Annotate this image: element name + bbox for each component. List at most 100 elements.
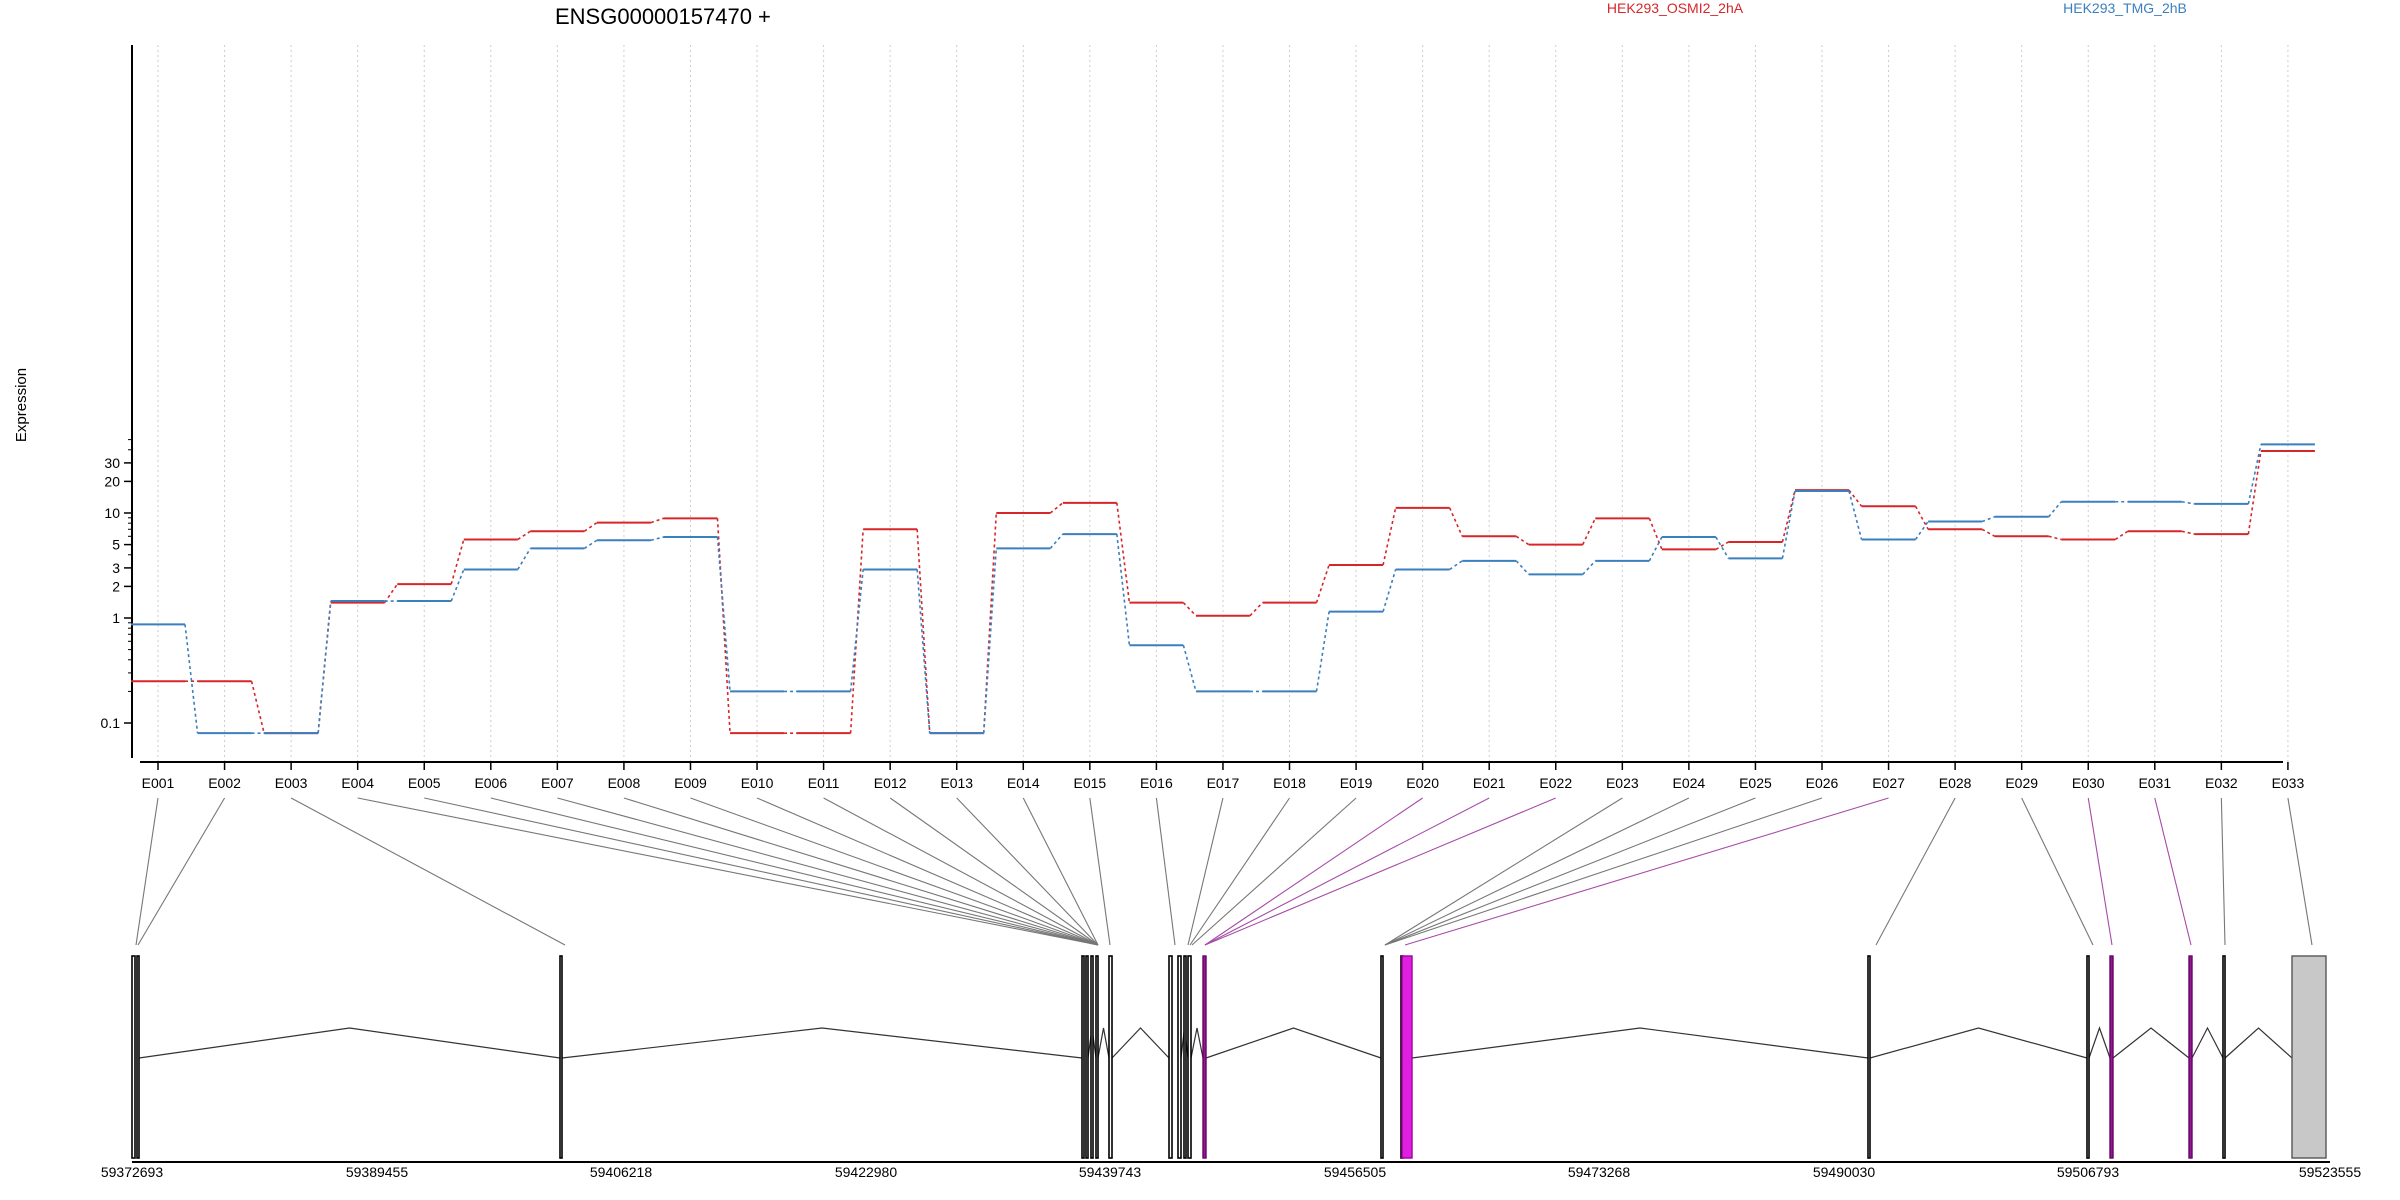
x-tick-label-E007: E007 xyxy=(541,775,574,791)
connector-E001 xyxy=(135,797,159,946)
connector-E024 xyxy=(1384,797,1690,946)
gene-model: 59372693 59389455 59406218 59422980 59439743… xyxy=(101,955,2362,1180)
series-2-connector xyxy=(1382,569,1397,612)
x-tick-label-E012: E012 xyxy=(874,775,907,791)
chart-title: ENSG00000157470 + xyxy=(555,4,771,29)
series-1-connector xyxy=(650,517,664,524)
y-tick-label: 1 xyxy=(112,610,120,626)
coordinate-label: 59389455 xyxy=(346,1164,409,1180)
connector-E023 xyxy=(1384,797,1623,946)
x-tick-label-E026: E026 xyxy=(1806,775,1839,791)
x-tick-label-E002: E002 xyxy=(208,775,241,791)
y-tick-label: 20 xyxy=(104,473,120,489)
series-1-connector xyxy=(1448,507,1463,537)
intron xyxy=(2191,1026,2224,1059)
connector-E010 xyxy=(756,797,1099,946)
intron xyxy=(1205,1027,1382,1059)
x-tick-label-E014: E014 xyxy=(1007,775,1040,791)
intron xyxy=(2112,1027,2190,1059)
series-1-connector xyxy=(1116,502,1131,603)
intron xyxy=(561,1027,1083,1059)
connector-E002 xyxy=(137,797,226,946)
x-tick-label-E023: E023 xyxy=(1606,775,1639,791)
series-1 xyxy=(131,449,2315,735)
series-2-connector xyxy=(1914,521,1929,540)
connector-E003 xyxy=(290,797,566,946)
x-tick-label-E029: E029 xyxy=(2005,775,2038,791)
intron xyxy=(1097,1027,1110,1059)
series-2-connector xyxy=(1515,560,1530,575)
series-2-connector xyxy=(1315,611,1330,692)
intron xyxy=(1411,1027,1869,1059)
series-1-connector xyxy=(1582,517,1597,545)
series-1-connector xyxy=(517,530,531,541)
intron xyxy=(2224,1027,2293,1059)
connector-E025 xyxy=(1384,797,1756,946)
connector-E021 xyxy=(1204,797,1490,946)
series-2-connector xyxy=(716,536,731,692)
series-2-connector xyxy=(2247,444,2262,505)
series-1-connector xyxy=(1049,502,1064,514)
exon-block xyxy=(136,955,140,1159)
legend: HEK293_OSMI2_2hA HEK293_TMG_2hB xyxy=(1607,0,2187,16)
connector-E017 xyxy=(1187,797,1224,946)
x-tick-label-E003: E003 xyxy=(275,775,308,791)
series-2-connector xyxy=(849,569,864,692)
x-tick-label-E020: E020 xyxy=(1406,775,1439,791)
series-1-connector xyxy=(583,521,598,532)
series-1-connector xyxy=(1715,541,1729,551)
series-1-connector xyxy=(2048,535,2062,541)
series-2-connector xyxy=(1648,536,1663,562)
x-tick-label-E018: E018 xyxy=(1273,775,1306,791)
connector-E030 xyxy=(2087,797,2113,946)
connector-E008 xyxy=(623,797,1099,946)
axes: 0.1 1 2 3 5 10 20 30 E001 E002 E003 E004 E005 E006 E00… xyxy=(101,45,2304,791)
exon-block xyxy=(1090,955,1094,1159)
coordinate-label: 59422980 xyxy=(835,1164,898,1180)
x-tick-label-E024: E024 xyxy=(1673,775,1706,791)
connector-E016 xyxy=(1155,797,1176,946)
connector-E012 xyxy=(889,797,1099,946)
exon-block-highlight xyxy=(1401,955,1413,1159)
coordinate-label: 59490030 xyxy=(1813,1164,1876,1180)
y-tick-label: 30 xyxy=(104,455,120,471)
exon-block xyxy=(2086,955,2090,1159)
series-1-connector xyxy=(1315,564,1330,603)
series-2-connector xyxy=(1182,645,1197,692)
series-1-connector xyxy=(982,512,998,734)
connector-E033 xyxy=(2287,797,2313,946)
coordinate-label: 59523555 xyxy=(2299,1164,2362,1180)
connector-E011 xyxy=(823,797,1099,946)
connector-E029 xyxy=(2021,797,2094,946)
x-tick-label-E001: E001 xyxy=(142,775,175,791)
series-1-connector xyxy=(1382,507,1397,566)
series-1-connector xyxy=(450,539,465,585)
series-1-connector xyxy=(2114,530,2129,541)
series-2-connector xyxy=(1582,560,1596,575)
x-tick-label-E019: E019 xyxy=(1340,775,1373,791)
intron xyxy=(1190,1027,1204,1059)
series-1-connector xyxy=(1182,602,1197,617)
x-tick-label-E031: E031 xyxy=(2138,775,2171,791)
series-1-connector xyxy=(1648,518,1663,550)
exon-block xyxy=(1380,955,1384,1159)
connector-E032 xyxy=(2220,797,2226,946)
connector-E013 xyxy=(956,797,1099,946)
series-1-connector xyxy=(916,529,931,734)
series-2-connector xyxy=(184,624,199,734)
legend-label-2: HEK293_TMG_2hB xyxy=(2063,0,2187,16)
connector-E009 xyxy=(690,797,1099,946)
y-tick-label: 3 xyxy=(112,560,120,576)
y-tick-label: 5 xyxy=(112,537,120,553)
intron xyxy=(2088,1026,2111,1059)
connector-E027 xyxy=(1404,797,1889,946)
series-1-connector xyxy=(1515,535,1530,546)
series-1-connector xyxy=(1249,602,1264,617)
series-1-connector xyxy=(384,583,398,604)
exon-block xyxy=(1085,955,1089,1159)
x-tick-label-E032: E032 xyxy=(2205,775,2238,791)
series-1-connector xyxy=(2181,530,2195,535)
connector-E004 xyxy=(357,797,1099,946)
exon-block-highlight xyxy=(1202,955,1207,1159)
